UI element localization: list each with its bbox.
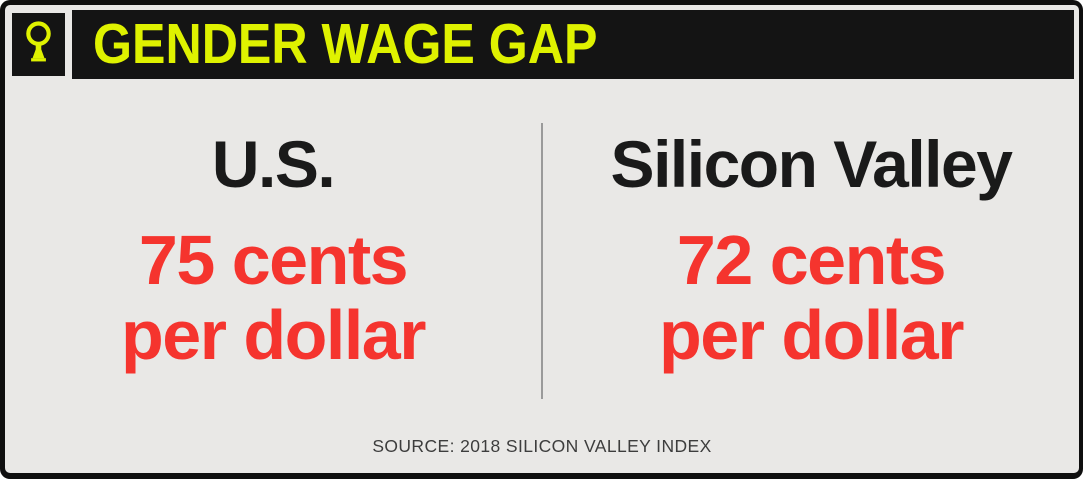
header-title-bar: GENDER WAGE GAP	[72, 10, 1074, 79]
column-silicon-valley: Silicon Valley 72 cents per dollar	[543, 79, 1079, 431]
region-label: U.S.	[211, 127, 336, 201]
female-figure-icon	[20, 19, 57, 70]
wage-value-line1: 75 cents	[138, 221, 409, 299]
wage-value: 75 cents per dollar	[121, 221, 426, 374]
region-label: Silicon Valley	[610, 127, 1013, 201]
column-us: U.S. 75 cents per dollar	[5, 79, 541, 431]
wage-value-line1: 72 cents	[676, 221, 947, 299]
wage-value-line2: per dollar	[121, 295, 426, 374]
wage-value-line2: per dollar	[659, 295, 964, 374]
header-icon-box	[12, 13, 65, 76]
comparison-area: U.S. 75 cents per dollar Silicon Valley …	[5, 79, 1079, 431]
wage-value: 72 cents per dollar	[659, 221, 964, 374]
source-attribution: SOURCE: 2018 SILICON VALLEY INDEX	[372, 436, 712, 456]
column-divider	[541, 123, 543, 399]
card-background: GENDER WAGE GAP U.S. 75 cents per dollar…	[5, 5, 1079, 473]
page-title: GENDER WAGE GAP	[93, 12, 598, 76]
